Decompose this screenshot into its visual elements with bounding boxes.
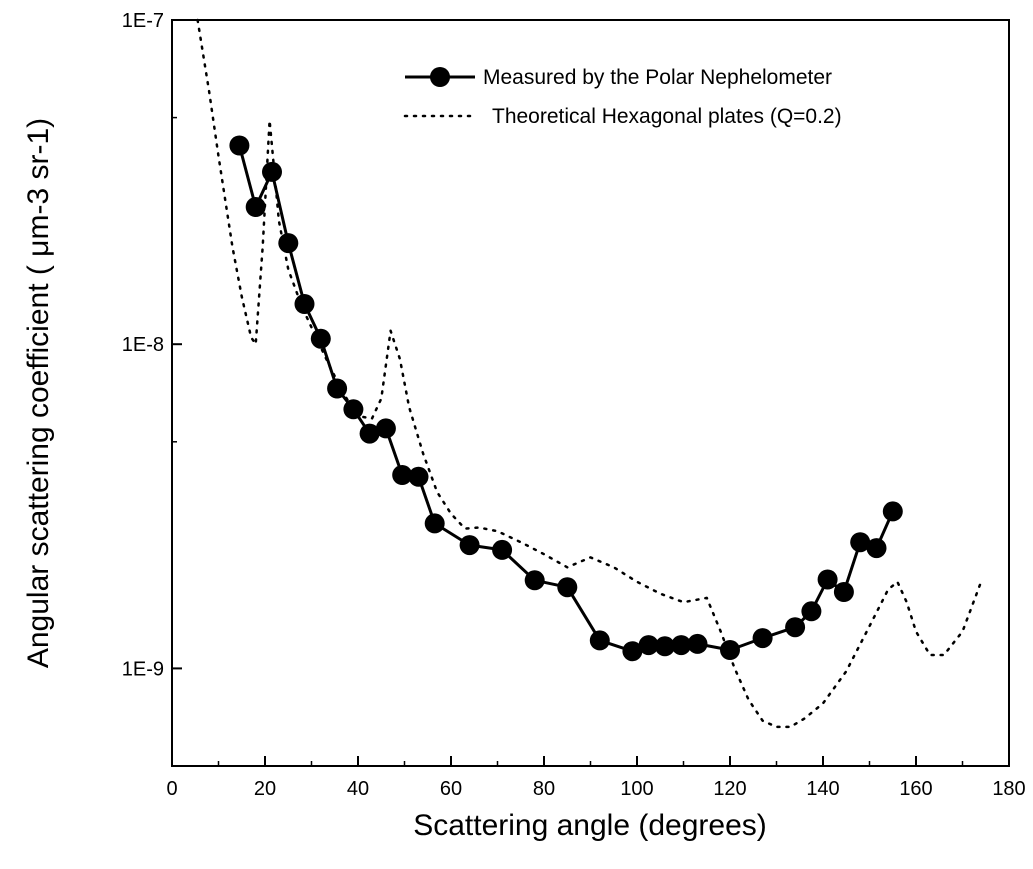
- y-tick-label: 1E-7: [122, 10, 164, 32]
- x-axis-title: Scattering angle (degrees): [413, 809, 767, 842]
- measured-point: [752, 628, 773, 649]
- legend: Measured by the Polar Nephelometer Theor…: [403, 66, 842, 128]
- measured-point: [310, 328, 331, 349]
- measured-point: [622, 641, 643, 662]
- measured-point: [671, 635, 692, 656]
- measured-point: [408, 466, 429, 487]
- measured-point: [720, 640, 740, 660]
- measured-point: [589, 630, 610, 651]
- measured-point: [524, 570, 545, 591]
- y-axis-title: Angular scattering coefficient ( μm-3 sr…: [22, 118, 55, 668]
- measured-point: [801, 601, 822, 622]
- measured-point: [343, 399, 364, 420]
- measured-point: [817, 569, 838, 590]
- measured-point: [785, 617, 806, 638]
- x-tick-label: 100: [620, 778, 653, 800]
- measured-point: [459, 535, 480, 556]
- x-tick-label: 0: [166, 778, 177, 800]
- measured-point: [882, 501, 903, 522]
- x-tick-label: 80: [533, 778, 555, 800]
- measured-point: [492, 539, 513, 560]
- series-layer: [196, 18, 983, 729]
- measured-point: [654, 636, 675, 657]
- x-axis-ticks: 0 20 40 60 80 100 120 140 160 180: [166, 756, 1026, 800]
- measured-point: [359, 423, 380, 444]
- measured-point: [294, 294, 315, 314]
- x-tick-label: 120: [713, 778, 746, 800]
- y-axis-ticks: 1E-9 1E-8 1E-7: [122, 10, 182, 767]
- measured-point: [866, 538, 887, 559]
- measured-point: [687, 633, 708, 654]
- plot-frame: [171, 19, 1010, 767]
- measured-point: [229, 135, 250, 156]
- legend-marker-measured: [430, 67, 450, 87]
- measured-point: [557, 577, 578, 598]
- x-tick-label: 40: [347, 778, 369, 800]
- measured-point: [327, 378, 348, 399]
- series-theoretical-line: [196, 18, 983, 729]
- measured-point: [424, 513, 445, 534]
- x-tick-label: 180: [992, 778, 1025, 800]
- measured-point: [375, 418, 396, 439]
- x-tick-label: 20: [254, 778, 276, 800]
- y-tick-label: 1E-9: [122, 658, 164, 680]
- legend-label-measured: Measured by the Polar Nephelometer: [483, 66, 832, 89]
- measured-point: [833, 582, 854, 602]
- y-tick-label: 1E-8: [122, 334, 164, 356]
- measured-point: [245, 197, 266, 217]
- measured-point: [262, 161, 282, 182]
- x-tick-label: 160: [899, 778, 932, 800]
- x-tick-label: 60: [440, 778, 462, 800]
- measured-point: [638, 635, 659, 656]
- measured-point: [392, 465, 413, 485]
- legend-label-theoretical: Theoretical Hexagonal plates (Q=0.2): [492, 105, 842, 128]
- measured-point: [278, 233, 299, 254]
- measured-point: [850, 532, 871, 553]
- x-tick-label: 140: [806, 778, 839, 800]
